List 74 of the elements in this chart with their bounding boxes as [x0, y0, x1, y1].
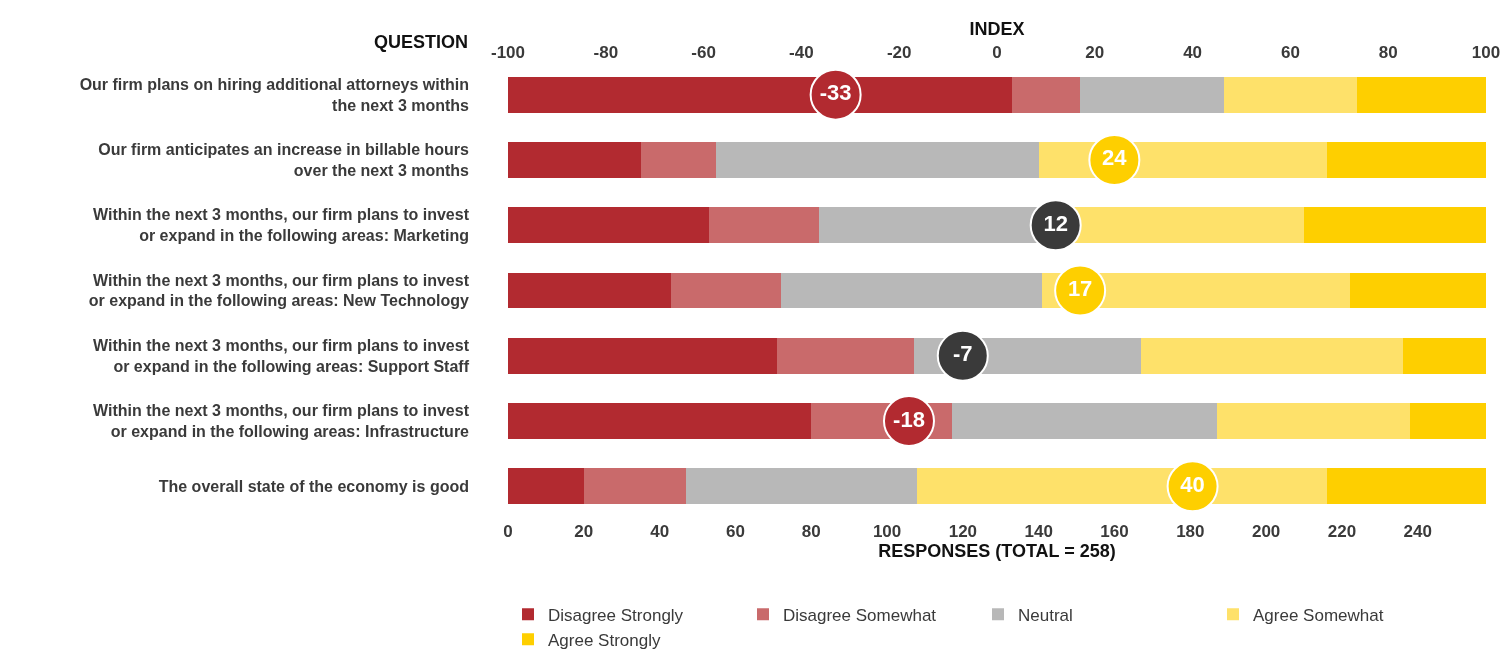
data-label: 40	[1180, 471, 1205, 497]
bar	[583, 468, 687, 505]
x2-tick-label: 100	[1471, 42, 1501, 62]
x2-tick-label: 60	[1280, 42, 1300, 62]
bar	[1402, 337, 1486, 374]
x-tick-label: 180	[1176, 522, 1205, 541]
legend-label: Agree Strongly	[548, 630, 661, 650]
data-label: -33	[819, 80, 852, 106]
data-label: -18	[893, 406, 925, 432]
bar	[508, 272, 671, 309]
x-tick-label: 140	[1024, 522, 1053, 541]
y-tick-label: Within the next 3 months, our firm plans to invest or expand in the following areas: Support Staff	[93, 336, 470, 375]
bar	[716, 141, 1039, 178]
y-axis-title: QUESTION	[374, 32, 469, 52]
x2-tick-label: 40	[1183, 42, 1203, 62]
bar	[686, 468, 918, 505]
bar	[951, 403, 1217, 440]
y-tick-label: Our firm anticipates an increase in billable hours over the next 3 months	[98, 141, 470, 179]
y-tick-label: Within the next 3 months, our firm plans to invest or expand in the following areas: Marketing	[93, 206, 470, 245]
bar	[708, 207, 819, 244]
x-tick-label: 240	[1403, 522, 1432, 541]
x-tick-label: 100	[872, 522, 902, 541]
x2-tick-label: -80	[593, 42, 619, 62]
legend-label: Disagree Strongly	[548, 605, 684, 625]
legend-label: Disagree Somewhat	[783, 605, 937, 625]
x2-tick-label: 0	[992, 42, 1002, 62]
bar	[1012, 76, 1081, 113]
x2-tick-label: -20	[886, 42, 912, 62]
bar	[1304, 207, 1486, 244]
x-tick-label: 20	[574, 522, 594, 541]
bar	[1410, 403, 1486, 440]
bar	[508, 337, 778, 374]
data-label: -7	[952, 341, 973, 367]
data-label: 12	[1043, 210, 1068, 236]
data-label: 24	[1102, 145, 1128, 171]
bar	[1141, 337, 1403, 374]
bar	[671, 272, 781, 309]
point	[936, 329, 989, 382]
x2-tick-label: 20	[1085, 42, 1105, 62]
x-tick-label: 80	[801, 522, 821, 541]
x2-axis-title: INDEX	[969, 18, 1025, 39]
bar	[1224, 76, 1358, 113]
y-tick-label: The overall state of the economy is good	[158, 477, 469, 495]
bar	[508, 468, 584, 505]
legend-label: Agree Somewhat	[1253, 605, 1384, 625]
x-axis-title: RESPONSES (TOTAL = 258)	[878, 541, 1116, 562]
y-tick-label: Our firm plans on hiring additional attorneys within the next 3 months	[79, 75, 470, 114]
bar	[777, 337, 914, 374]
bar	[508, 207, 709, 244]
y-tick-label: Within the next 3 months, our firm plans to invest or expand in the following areas: New Technology	[88, 271, 470, 310]
bar	[508, 403, 812, 440]
bar	[508, 141, 641, 178]
bar	[1326, 141, 1486, 178]
x2-tick-label: -100	[490, 42, 526, 62]
bar	[1349, 272, 1486, 309]
x2-tick-label: 80	[1378, 42, 1398, 62]
bar	[1326, 468, 1486, 505]
x-tick-label: 40	[650, 522, 670, 541]
x-tick-label: 60	[725, 522, 745, 541]
x2-tick-label: -60	[691, 42, 716, 62]
legend-label: Neutral	[1018, 605, 1073, 625]
y-tick-label: Within the next 3 months, our firm plans to invest or expand in the following areas: Infrastructure	[93, 402, 470, 441]
bar	[1080, 76, 1225, 113]
bar	[780, 272, 1043, 309]
x-tick-label: 120	[948, 522, 978, 541]
bar	[1357, 76, 1486, 113]
bar	[1216, 403, 1411, 440]
x-tick-label: 220	[1327, 522, 1357, 541]
x-tick-label: 0	[503, 522, 513, 541]
x-tick-label: 160	[1100, 522, 1129, 541]
x-tick-label: 200	[1251, 522, 1281, 541]
data-label: 17	[1067, 276, 1093, 301]
bar	[640, 141, 717, 178]
x2-tick-label: -40	[789, 42, 814, 62]
